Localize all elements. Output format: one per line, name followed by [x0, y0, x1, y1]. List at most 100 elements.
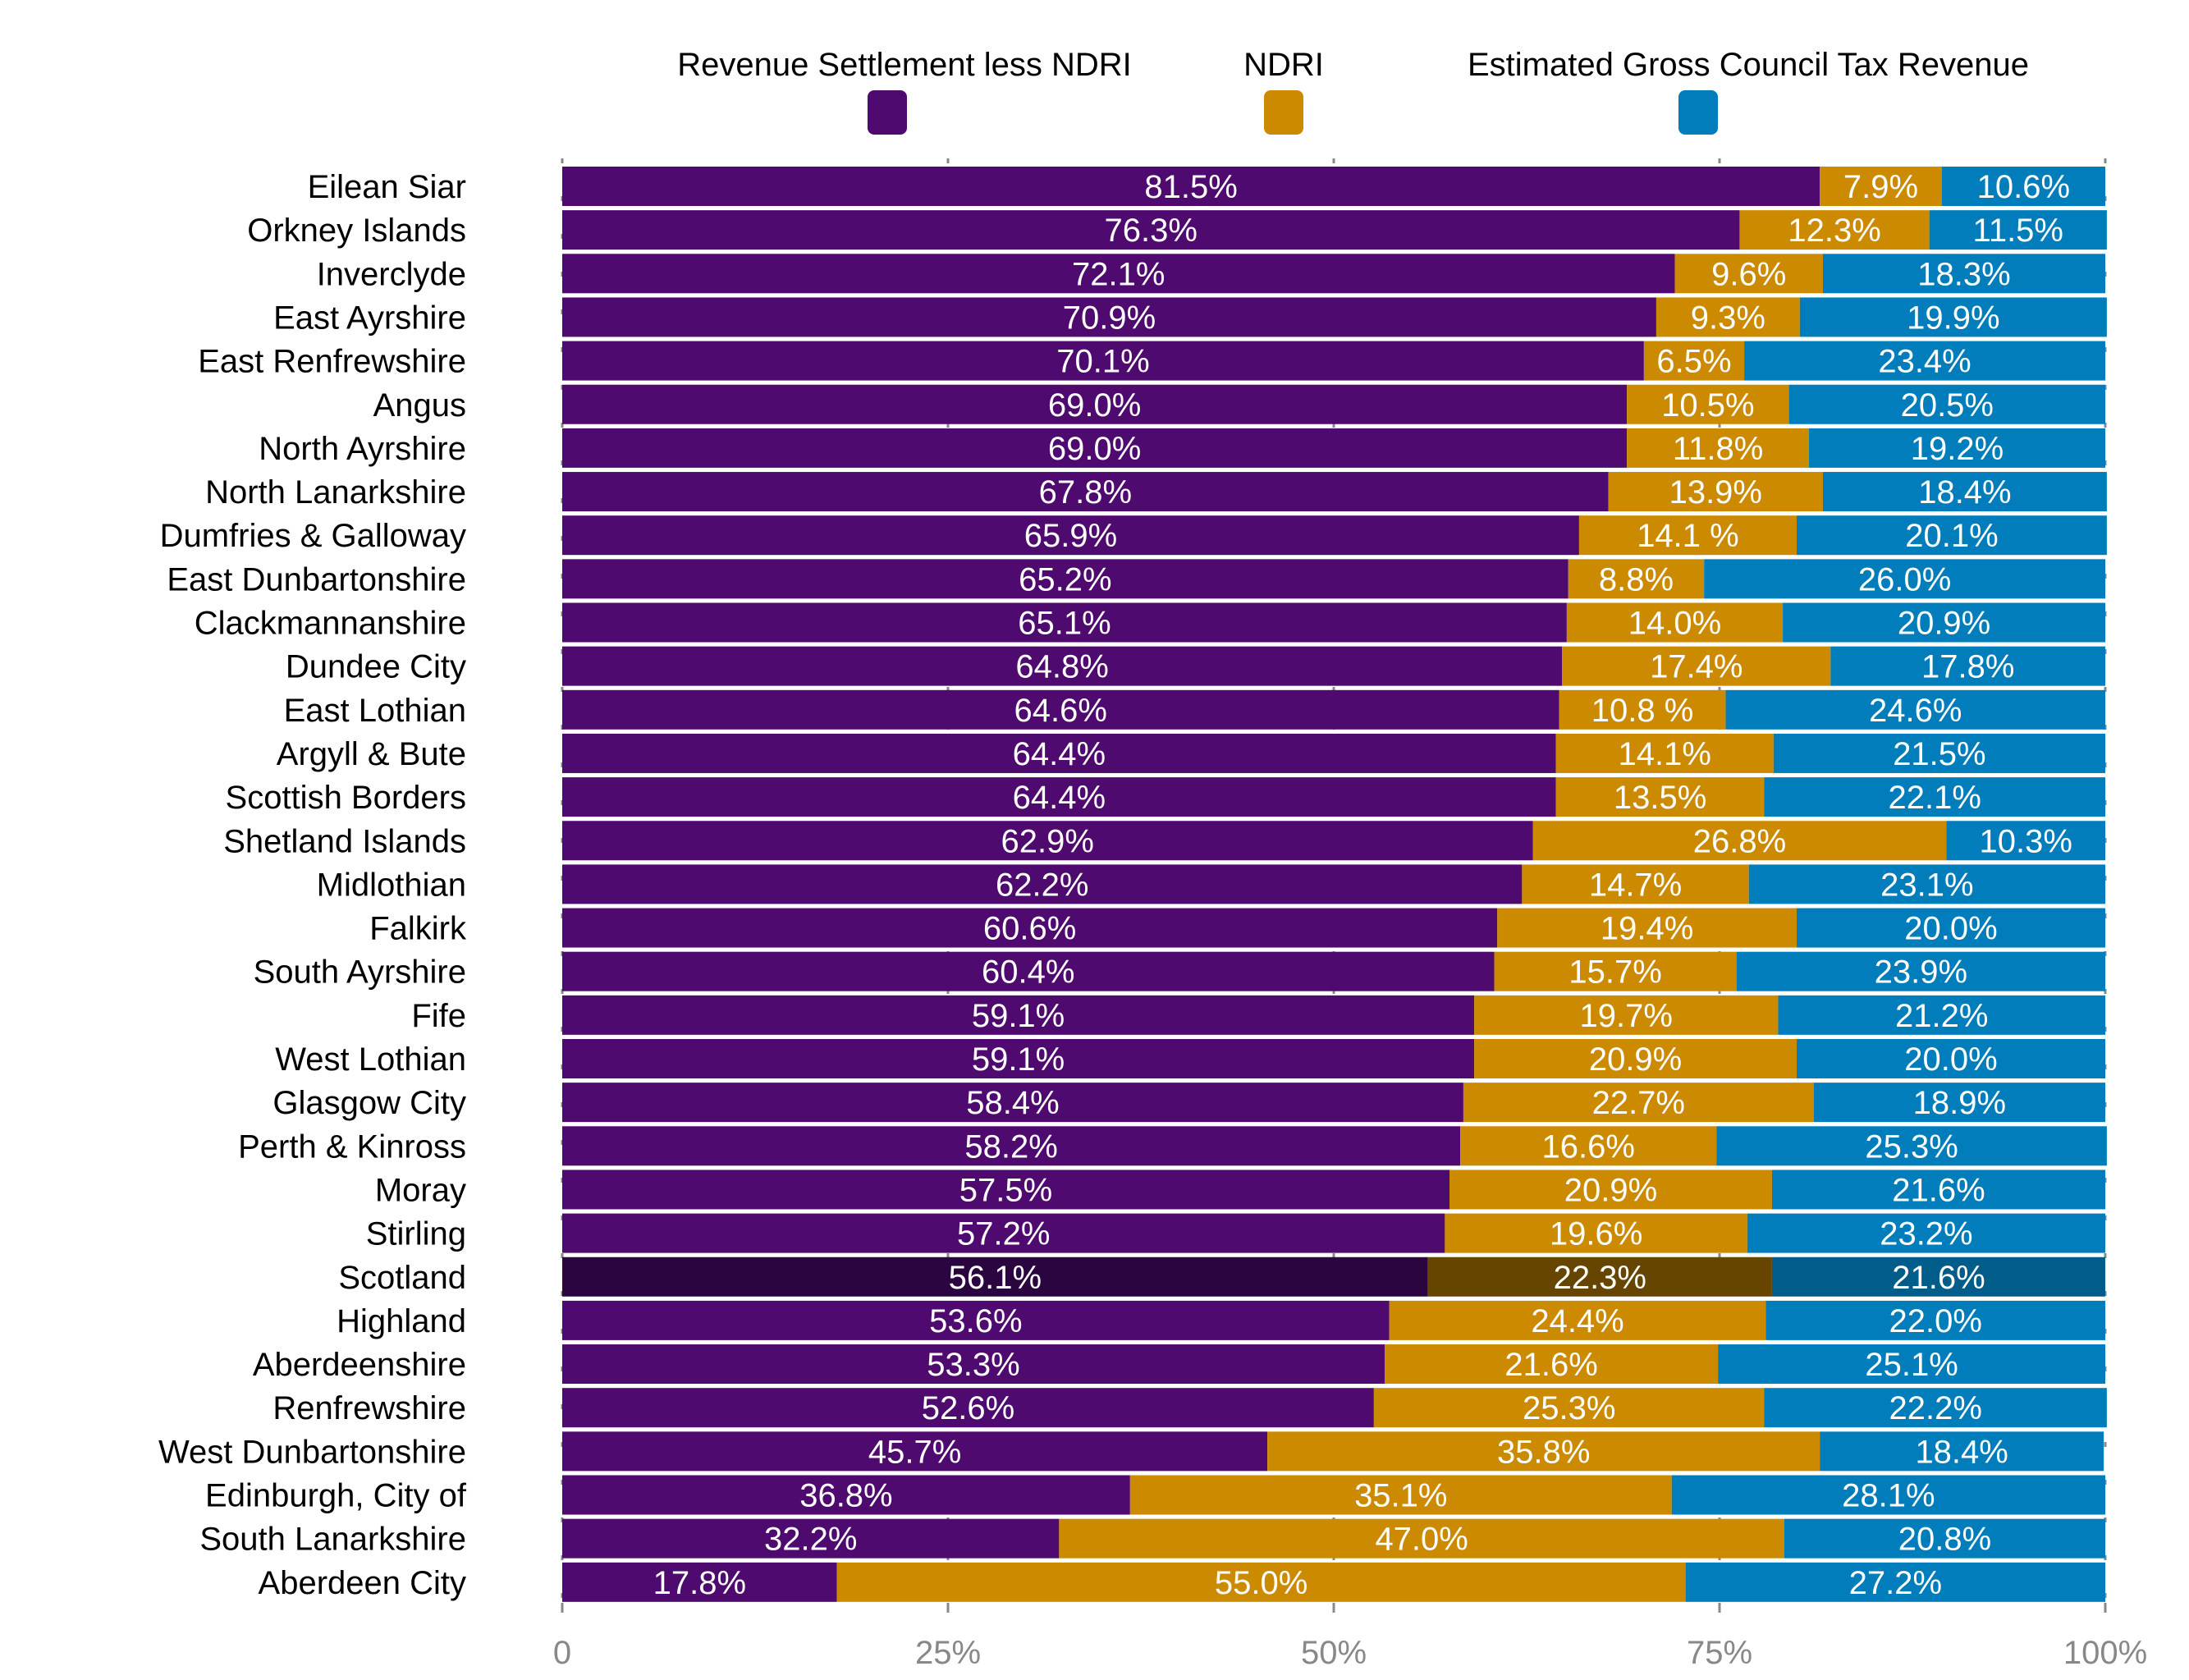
bar-segment	[1267, 1431, 1820, 1472]
bar-segment	[1129, 1475, 1672, 1515]
bar-segment	[562, 1562, 837, 1602]
category-labels: Eilean Siar Orkney Islands Inverclyde East …	[158, 169, 467, 1601]
bar-segment	[562, 1126, 1461, 1166]
data-label: 13.5%	[1614, 780, 1706, 816]
bar-segment	[562, 777, 1556, 817]
category-label: South Lanarkshire	[199, 1522, 466, 1558]
bar-segment	[1771, 1170, 2105, 1210]
data-label: 64.8%	[1015, 649, 1108, 685]
data-label: 58.4%	[966, 1085, 1059, 1121]
data-label: 13.9%	[1669, 474, 1762, 510]
category-label: Angus	[373, 387, 466, 423]
bar-segment	[1941, 167, 2105, 206]
x-tick-label: 50%	[1301, 1635, 1367, 1671]
bar-segment	[562, 602, 1567, 643]
bar-segment	[562, 210, 1740, 250]
bar-segment	[1744, 341, 2105, 381]
data-label: 21.6%	[1504, 1347, 1597, 1383]
bar-segment	[1643, 341, 1745, 381]
data-label: 18.4%	[1915, 1434, 2008, 1470]
category-label: West Lothian	[275, 1041, 466, 1078]
bar-segment	[1532, 821, 1947, 861]
category-label: East Lothian	[284, 693, 466, 729]
data-label: 47.0%	[1375, 1522, 1468, 1558]
data-label: 12.3%	[1788, 213, 1880, 249]
bar-segment	[1627, 384, 1789, 424]
legend: Revenue Settlement less NDRI NDRI Estima…	[677, 47, 2029, 135]
bar-segment	[1747, 1213, 2105, 1253]
data-label: 76.3%	[1105, 213, 1198, 249]
data-label: 18.3%	[1917, 256, 2010, 292]
data-label: 17.8%	[1921, 649, 2014, 685]
data-label: 6.5%	[1656, 344, 1731, 380]
bar-segment	[1797, 515, 2107, 556]
data-label: 36.8%	[799, 1478, 892, 1514]
bar-segment	[1559, 689, 1726, 730]
bar-segment	[1784, 1518, 2105, 1559]
bar-segment	[1463, 1083, 1814, 1123]
data-label: 21.6%	[1892, 1172, 1985, 1208]
bar-segment	[1797, 908, 2105, 948]
x-axis: 0 25% 50% 75% 100%	[553, 1602, 2147, 1671]
bar-segment	[1739, 210, 1930, 250]
bar-segment	[1771, 1257, 2105, 1297]
bar-segment	[562, 733, 1556, 773]
category-label: Moray	[375, 1172, 466, 1208]
category-label: Inverclyde	[317, 256, 466, 292]
bar-segment	[562, 995, 1475, 1035]
bar-segment	[1385, 1344, 1719, 1385]
bar-segment	[1474, 995, 1779, 1035]
category-label: Dumfries & Galloway	[160, 518, 466, 554]
legend-label-revenue-settlement: Revenue Settlement less NDRI	[677, 47, 1132, 83]
data-label: 58.2%	[964, 1128, 1057, 1165]
bar-segment	[836, 1562, 1686, 1602]
data-label: 70.9%	[1063, 300, 1156, 336]
bar-segment	[1773, 733, 2105, 773]
category-label: Falkirk	[369, 911, 467, 947]
x-tick-label: 100%	[2063, 1635, 2147, 1671]
data-label: 20.0%	[1904, 1041, 1997, 1078]
data-label: 23.9%	[1875, 954, 1967, 991]
bar-segment	[1568, 559, 1705, 599]
data-label: 22.3%	[1554, 1260, 1646, 1296]
data-label: 10.5%	[1661, 387, 1754, 423]
data-label: 24.4%	[1531, 1303, 1623, 1339]
bar-segment	[562, 1170, 1449, 1210]
data-label: 60.4%	[982, 954, 1074, 991]
data-label: 8.8%	[1599, 561, 1674, 597]
data-label: 52.6%	[922, 1390, 1014, 1426]
bar-segment	[1578, 515, 1797, 556]
category-label: Eilean Siar	[308, 169, 466, 205]
data-label: 32.2%	[764, 1522, 857, 1558]
data-label: 53.6%	[929, 1303, 1022, 1339]
bar-segment	[562, 1213, 1445, 1253]
data-label: 19.6%	[1550, 1216, 1642, 1252]
data-label: 25.3%	[1865, 1128, 1958, 1165]
data-label: 81.5%	[1144, 169, 1237, 205]
category-label: Renfrewshire	[272, 1390, 466, 1426]
data-label: 25.3%	[1523, 1390, 1615, 1426]
data-label: 22.7%	[1592, 1085, 1685, 1121]
bar-segment	[1562, 646, 1831, 686]
data-label: 16.6%	[1541, 1128, 1634, 1165]
bar-segment	[1820, 1431, 2104, 1472]
bar-segment	[562, 689, 1559, 730]
category-label: Midlothian	[317, 867, 466, 903]
data-label: 18.4%	[1918, 474, 2011, 510]
legend-swatch-revenue-settlement	[868, 90, 907, 135]
bar-segment	[562, 1431, 1268, 1472]
data-label: 9.3%	[1691, 300, 1765, 336]
data-label: 64.6%	[1014, 693, 1107, 729]
data-label: 20.0%	[1904, 911, 1997, 947]
category-label: West Dunbartonshire	[158, 1434, 466, 1470]
data-label: 14.1%	[1619, 736, 1711, 772]
data-label: 20.9%	[1898, 606, 1990, 642]
data-label: 22.1%	[1889, 780, 1981, 816]
data-label: 10.6%	[1977, 169, 2070, 205]
category-label: Stirling	[366, 1216, 466, 1252]
data-label: 64.4%	[1013, 736, 1106, 772]
bar-segment	[562, 1344, 1385, 1385]
category-label: Argyll & Bute	[277, 736, 466, 772]
bar-segment	[1820, 167, 1942, 206]
data-label: 19.7%	[1580, 998, 1673, 1034]
